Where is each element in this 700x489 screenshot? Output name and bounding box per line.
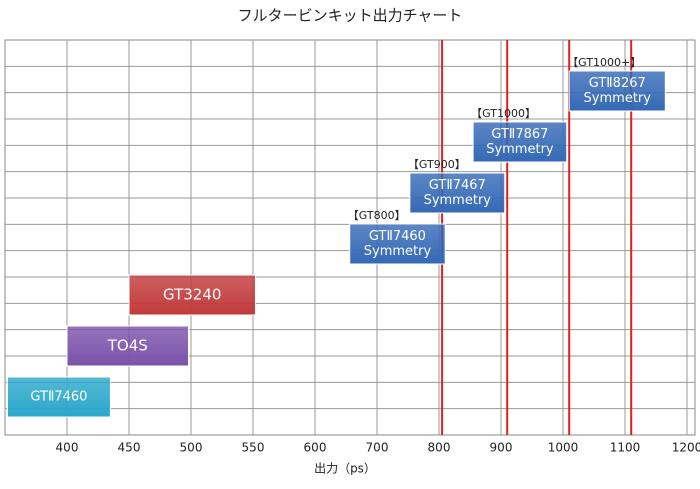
x-tick-label: 450 (118, 441, 141, 455)
bar-label: GTⅡ7867 (491, 127, 548, 142)
bar-tag: 【GT900】 (408, 158, 466, 171)
bar (6, 376, 111, 418)
bar-label: GT3240 (163, 286, 221, 304)
bar (128, 274, 256, 316)
bar-tag: 【GT800】 (348, 209, 406, 222)
bar-label: Symmetry (486, 142, 554, 157)
bar-label: GTⅡ7460 (30, 390, 87, 405)
bar-label: GTⅡ7460 (369, 229, 426, 244)
bar-label: Symmetry (364, 244, 432, 259)
x-tick-label: 1000 (548, 441, 579, 455)
x-tick-label: 700 (366, 441, 389, 455)
bar (409, 172, 506, 214)
x-tick-label: 1200 (672, 441, 700, 455)
x-tick-label: 900 (490, 441, 513, 455)
x-tick-label: 550 (242, 441, 265, 455)
bar-label: TO4S (107, 337, 148, 355)
x-tick-label: 500 (180, 441, 203, 455)
x-tick-label: 1100 (610, 441, 641, 455)
bar-label: Symmetry (584, 91, 652, 106)
bar-tag: 【GT1000】 (471, 107, 536, 120)
x-tick-label: 400 (56, 441, 79, 455)
bar (472, 121, 568, 163)
bar-label: GTⅡ8267 (589, 76, 646, 91)
bar-label: GTⅡ7467 (429, 178, 486, 193)
chart-title: フルタービンキット出力チャート (238, 7, 463, 25)
bar (349, 223, 446, 265)
bar-label: Symmetry (424, 193, 492, 208)
bar (66, 325, 190, 367)
bar-tag: 【GT1000+】 (567, 56, 641, 69)
x-tick-label: 600 (304, 441, 327, 455)
x-tick-label: 800 (428, 441, 451, 455)
bar (568, 70, 666, 112)
x-axis-label: 出力（ps） (314, 462, 376, 476)
